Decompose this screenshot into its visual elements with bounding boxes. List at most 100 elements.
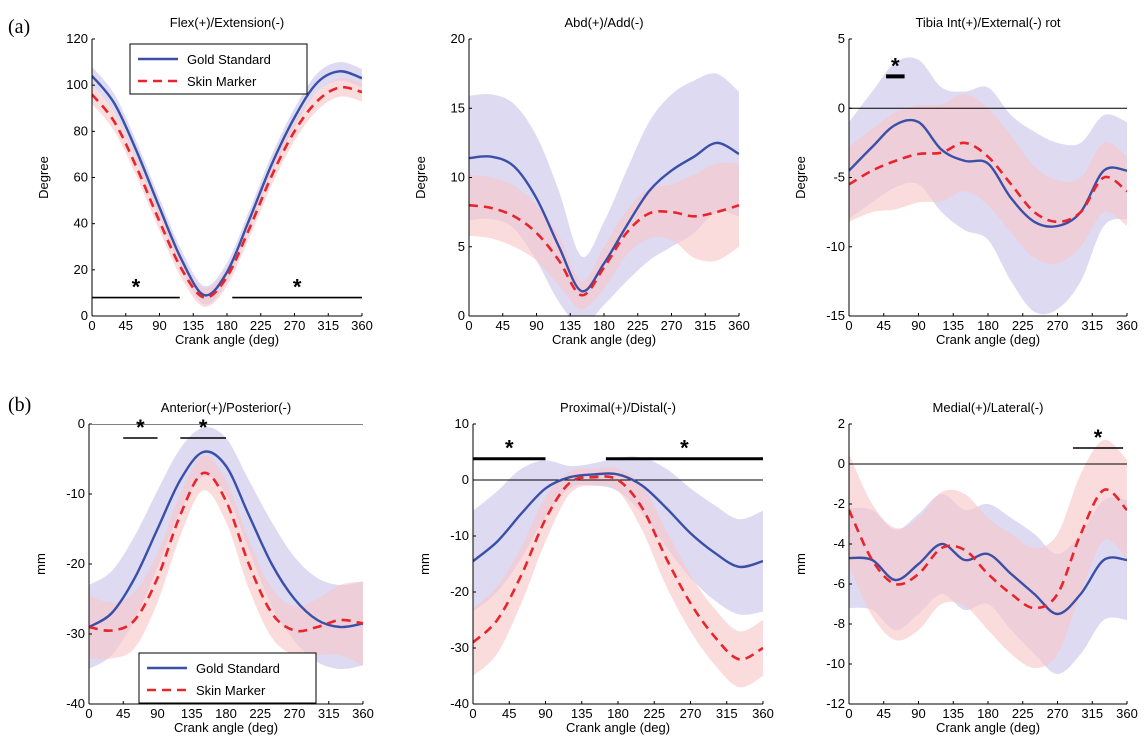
y-tick-label: -8 xyxy=(833,616,845,631)
x-tick-label: 45 xyxy=(877,318,891,333)
x-tick-label: 270 xyxy=(284,706,306,721)
series-line-gold-standard xyxy=(89,450,363,629)
x-tick-label: 135 xyxy=(942,706,964,721)
chart-panel-2: 0 45 90 135 180 225 270 315 360 0 5 10 15 20 Abd(+)/Ad… xyxy=(413,15,750,347)
y-axis-label: mm xyxy=(33,553,48,575)
x-tick-label: 225 xyxy=(1012,318,1034,333)
x-tick-label: 180 xyxy=(607,706,629,721)
y-tick-label: 0 xyxy=(78,416,85,431)
x-tick-label: 135 xyxy=(571,706,593,721)
chart-title: Flex(+)/Extension(-) xyxy=(170,15,285,30)
x-tick-label: 270 xyxy=(1047,318,1069,333)
x-tick-label: 0 xyxy=(469,706,476,721)
y-tick-label: 5 xyxy=(838,31,845,46)
x-tick-label: 360 xyxy=(351,318,373,333)
x-tick-label: 315 xyxy=(317,318,339,333)
y-tick-label: -15 xyxy=(826,308,845,323)
x-tick-label: 360 xyxy=(728,318,750,333)
y-tick-label: 10 xyxy=(455,416,469,431)
x-tick-label: 90 xyxy=(538,706,552,721)
y-tick-label: 80 xyxy=(74,123,88,138)
y-tick-label: -10 xyxy=(66,486,85,501)
x-tick-label: 360 xyxy=(1116,318,1138,333)
x-axis-label: Crank angle (deg) xyxy=(936,720,1040,735)
x-tick-label: 90 xyxy=(152,318,166,333)
y-tick-label: -10 xyxy=(826,656,845,671)
panel-label-a: (a) xyxy=(8,16,30,38)
series-line-gold-standard xyxy=(469,141,739,293)
y-axis-label: Degree xyxy=(36,156,51,199)
x-tick-label: 180 xyxy=(977,318,999,333)
panel-label-b: (b) xyxy=(8,394,31,416)
y-tick-label: -20 xyxy=(450,584,469,599)
series-line-skin-marker xyxy=(849,141,1127,224)
x-tick-label: 270 xyxy=(680,706,702,721)
y-tick-label: -4 xyxy=(833,536,845,551)
y-tick-label: -40 xyxy=(450,696,469,711)
x-tick-label: 180 xyxy=(216,318,238,333)
y-tick-label: 40 xyxy=(74,216,88,231)
x-tick-label: 45 xyxy=(502,706,516,721)
y-axis-label: mm xyxy=(417,553,432,575)
y-tick-label: 20 xyxy=(74,262,88,277)
y-tick-label: 0 xyxy=(838,456,845,471)
x-tick-label: 90 xyxy=(911,318,925,333)
significance-star: * xyxy=(199,415,208,440)
x-tick-label: 225 xyxy=(627,318,649,333)
x-tick-label: 90 xyxy=(150,706,164,721)
x-axis-label: Crank angle (deg) xyxy=(936,332,1040,347)
chart-title: Tibia Int(+)/External(-) rot xyxy=(915,15,1060,30)
significance-star: * xyxy=(132,275,141,300)
x-tick-label: 45 xyxy=(116,706,130,721)
x-tick-label: 225 xyxy=(1012,706,1034,721)
x-tick-label: 0 xyxy=(845,318,852,333)
x-tick-label: 135 xyxy=(182,318,204,333)
plot-area xyxy=(469,73,739,316)
x-tick-label: 45 xyxy=(119,318,133,333)
y-axis-label: Degree xyxy=(793,156,808,199)
plot-area xyxy=(473,456,763,688)
legend: Gold Standard Skin Marker xyxy=(138,652,317,704)
series-line-gold-standard xyxy=(849,542,1127,616)
x-tick-label: 0 xyxy=(85,706,92,721)
chart-title: Medial(+)/Lateral(-) xyxy=(933,400,1044,415)
series-band-skin-marker xyxy=(469,162,739,310)
y-tick-label: 0 xyxy=(458,308,465,323)
x-tick-label: 225 xyxy=(249,706,271,721)
legend-label: Skin Marker xyxy=(187,74,257,89)
chart-title: Anterior(+)/Posterior(-) xyxy=(161,400,291,415)
chart-panel-5: 0 45 90 135 180 225 270 315 360 -40 -30 -20 -10 0 10 Pr… xyxy=(417,400,774,735)
x-tick-label: 135 xyxy=(942,318,964,333)
x-axis-label: Crank angle (deg) xyxy=(175,332,279,347)
chart-panel-3: 0 45 90 135 180 225 270 315 360 -15 -10 -5 0 5 Tibia I… xyxy=(793,15,1138,347)
y-tick-label: 10 xyxy=(451,170,465,185)
chart-title: Proximal(+)/Distal(-) xyxy=(560,400,676,415)
x-tick-label: 0 xyxy=(465,318,472,333)
legend-box xyxy=(129,43,308,95)
x-axis-label: Crank angle (deg) xyxy=(552,332,656,347)
x-tick-label: 0 xyxy=(845,706,852,721)
x-tick-label: 315 xyxy=(318,706,340,721)
chart-title: Abd(+)/Add(-) xyxy=(564,15,643,30)
x-tick-label: 270 xyxy=(1047,706,1069,721)
x-tick-label: 360 xyxy=(352,706,374,721)
x-tick-label: 360 xyxy=(752,706,774,721)
plot-area xyxy=(849,57,1127,315)
x-tick-label: 45 xyxy=(877,706,891,721)
significance-star: * xyxy=(680,436,689,461)
x-tick-label: 180 xyxy=(215,706,237,721)
x-tick-label: 180 xyxy=(977,706,999,721)
x-tick-label: 270 xyxy=(284,318,306,333)
y-tick-label: -10 xyxy=(450,528,469,543)
significance-star: * xyxy=(293,275,302,300)
chart-panel-4: 0 45 90 135 180 225 270 315 360 -40 -30 -20 -10 0 Ante… xyxy=(33,400,374,735)
y-tick-label: -12 xyxy=(826,696,845,711)
x-tick-label: 315 xyxy=(1081,318,1103,333)
y-tick-label: -5 xyxy=(833,170,845,185)
series-band-skin-marker xyxy=(473,467,763,688)
legend-label: Skin Marker xyxy=(196,683,266,698)
plot-area xyxy=(89,424,363,670)
x-tick-label: 315 xyxy=(1081,706,1103,721)
series-line-gold-standard xyxy=(473,472,763,569)
y-tick-label: 2 xyxy=(838,416,845,431)
